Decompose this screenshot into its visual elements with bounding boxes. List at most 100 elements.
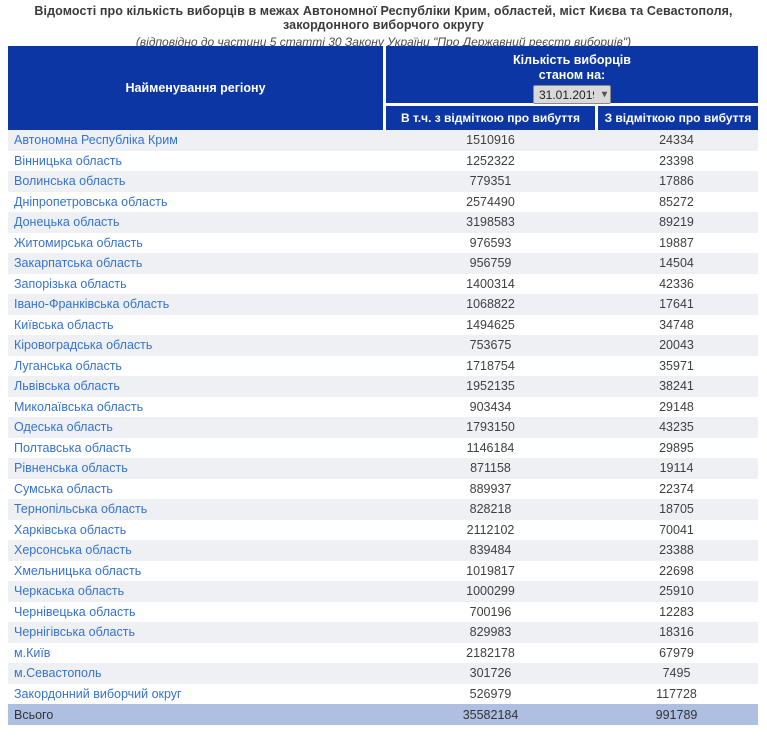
departed-cell: 35971 bbox=[595, 359, 758, 373]
table-row: Закордонний виборчий округ 526979 117728 bbox=[8, 684, 758, 705]
voters-cell: 889937 bbox=[386, 482, 595, 496]
table-body: Автономна Республіка Крим 1510916 24334 … bbox=[8, 130, 758, 704]
region-link[interactable]: Волинська область bbox=[14, 174, 125, 188]
voters-cell: 1718754 bbox=[386, 359, 595, 373]
voters-cell: 871158 bbox=[386, 461, 595, 475]
region-link[interactable]: м.Київ bbox=[14, 646, 50, 660]
region-link[interactable]: Кіровоградська область bbox=[14, 338, 152, 352]
voters-table: Найменування регіону Кількість виборців … bbox=[8, 46, 758, 725]
region-cell: Львівська область bbox=[8, 379, 386, 393]
count-header-line2: станом на: bbox=[539, 68, 605, 83]
region-link[interactable]: Херсонська область bbox=[14, 543, 132, 557]
voters-cell: 1068822 bbox=[386, 297, 595, 311]
region-cell: Сумська область bbox=[8, 482, 386, 496]
table-row: Івано-Франківська область 1068822 17641 bbox=[8, 294, 758, 315]
table-row: Закарпатська область 956759 14504 bbox=[8, 253, 758, 274]
table-row: Хмельницька область 1019817 22698 bbox=[8, 561, 758, 582]
departed-cell: 19114 bbox=[595, 461, 758, 475]
voters-cell: 829983 bbox=[386, 625, 595, 639]
region-cell: Чернівецька область bbox=[8, 605, 386, 619]
region-link[interactable]: Миколаївська область bbox=[14, 400, 143, 414]
total-label: Всього bbox=[8, 708, 386, 722]
region-cell: Донецька область bbox=[8, 215, 386, 229]
date-select-wrap: 31.01.2019 ▾ bbox=[533, 85, 611, 104]
departed-cell: 23388 bbox=[595, 543, 758, 557]
region-cell: Чернігівська область bbox=[8, 625, 386, 639]
region-link[interactable]: Івано-Франківська область bbox=[14, 297, 169, 311]
region-link[interactable]: Хмельницька область bbox=[14, 564, 141, 578]
departed-cell: 17641 bbox=[595, 297, 758, 311]
date-select[interactable]: 31.01.2019 bbox=[533, 85, 611, 104]
departed-cell: 17886 bbox=[595, 174, 758, 188]
region-cell: Житомирська область bbox=[8, 236, 386, 250]
table-row: Одеська область 1793150 43235 bbox=[8, 417, 758, 438]
voters-cell: 976593 bbox=[386, 236, 595, 250]
departed-cell: 42336 bbox=[595, 277, 758, 291]
region-link[interactable]: Рівненська область bbox=[14, 461, 128, 475]
region-link[interactable]: Харківська область bbox=[14, 523, 126, 537]
region-cell: Рівненська область bbox=[8, 461, 386, 475]
table-row: Полтавська область 1146184 29895 bbox=[8, 438, 758, 459]
departed-cell: 14504 bbox=[595, 256, 758, 270]
region-link[interactable]: Вінницька область bbox=[14, 154, 122, 168]
table-row: Волинська область 779351 17886 bbox=[8, 171, 758, 192]
region-cell: Тернопільська область bbox=[8, 502, 386, 516]
region-link[interactable]: Чернігівська область bbox=[14, 625, 135, 639]
region-cell: Черкаська область bbox=[8, 584, 386, 598]
voters-cell: 753675 bbox=[386, 338, 595, 352]
departed-cell: 22374 bbox=[595, 482, 758, 496]
departed-cell: 20043 bbox=[595, 338, 758, 352]
region-cell: Одеська область bbox=[8, 420, 386, 434]
voters-cell: 2182178 bbox=[386, 646, 595, 660]
voters-cell: 1952135 bbox=[386, 379, 595, 393]
table-row: Вінницька область 1252322 23398 bbox=[8, 151, 758, 172]
departed-cell: 67979 bbox=[595, 646, 758, 660]
departed-cell: 34748 bbox=[595, 318, 758, 332]
departed-cell: 22698 bbox=[595, 564, 758, 578]
region-cell: Закарпатська область bbox=[8, 256, 386, 270]
table-row: м.Київ 2182178 67979 bbox=[8, 643, 758, 664]
region-link[interactable]: Донецька область bbox=[14, 215, 120, 229]
voters-cell: 700196 bbox=[386, 605, 595, 619]
voters-cell: 1400314 bbox=[386, 277, 595, 291]
region-link[interactable]: Дніпропетровська область bbox=[14, 195, 167, 209]
table-row: Луганська область 1718754 35971 bbox=[8, 356, 758, 377]
region-cell: Запорізька область bbox=[8, 277, 386, 291]
region-link[interactable]: Тернопільська область bbox=[14, 502, 147, 516]
departed-cell: 25910 bbox=[595, 584, 758, 598]
departed-cell: 18316 bbox=[595, 625, 758, 639]
region-link[interactable]: Одеська область bbox=[14, 420, 113, 434]
voters-cell: 828218 bbox=[386, 502, 595, 516]
departed-cell: 23398 bbox=[595, 154, 758, 168]
region-link[interactable]: Закордонний виборчий округ bbox=[14, 687, 182, 701]
count-header-line1: Кількість виборців bbox=[513, 53, 631, 68]
region-link[interactable]: Закарпатська область bbox=[14, 256, 142, 270]
region-link[interactable]: Полтавська область bbox=[14, 441, 131, 455]
region-link[interactable]: Черкаська область bbox=[14, 584, 124, 598]
region-link[interactable]: Київська область bbox=[14, 318, 113, 332]
table-row: Львівська область 1952135 38241 bbox=[8, 376, 758, 397]
region-link[interactable]: Запорізька область bbox=[14, 277, 127, 291]
region-cell: Полтавська область bbox=[8, 441, 386, 455]
voters-cell: 839484 bbox=[386, 543, 595, 557]
region-link[interactable]: Житомирська область bbox=[14, 236, 143, 250]
table-header: Найменування регіону Кількість виборців … bbox=[8, 46, 758, 130]
subheader-row: В т.ч. з відміткою про вибуття З відмітк… bbox=[386, 103, 758, 130]
region-link[interactable]: Автономна Республіка Крим bbox=[14, 133, 178, 147]
departed-cell: 24334 bbox=[595, 133, 758, 147]
count-header-section: Кількість виборців станом на: 31.01.2019… bbox=[386, 46, 758, 130]
voters-cell: 1510916 bbox=[386, 133, 595, 147]
page-title: Відомості про кількість виборців в межах… bbox=[0, 4, 767, 32]
region-link[interactable]: Сумська область bbox=[14, 482, 113, 496]
table-row: Чернівецька область 700196 12283 bbox=[8, 602, 758, 623]
voters-cell: 956759 bbox=[386, 256, 595, 270]
region-link[interactable]: Луганська область bbox=[14, 359, 122, 373]
voters-cell: 1494625 bbox=[386, 318, 595, 332]
region-cell: м.Київ bbox=[8, 646, 386, 660]
table-row: м.Севастополь 301726 7495 bbox=[8, 663, 758, 684]
region-link[interactable]: Чернівецька область bbox=[14, 605, 136, 619]
region-link[interactable]: Львівська область bbox=[14, 379, 120, 393]
region-cell: Вінницька область bbox=[8, 154, 386, 168]
region-link[interactable]: м.Севастополь bbox=[14, 666, 102, 680]
total-departed-cell: 991789 bbox=[595, 708, 758, 722]
